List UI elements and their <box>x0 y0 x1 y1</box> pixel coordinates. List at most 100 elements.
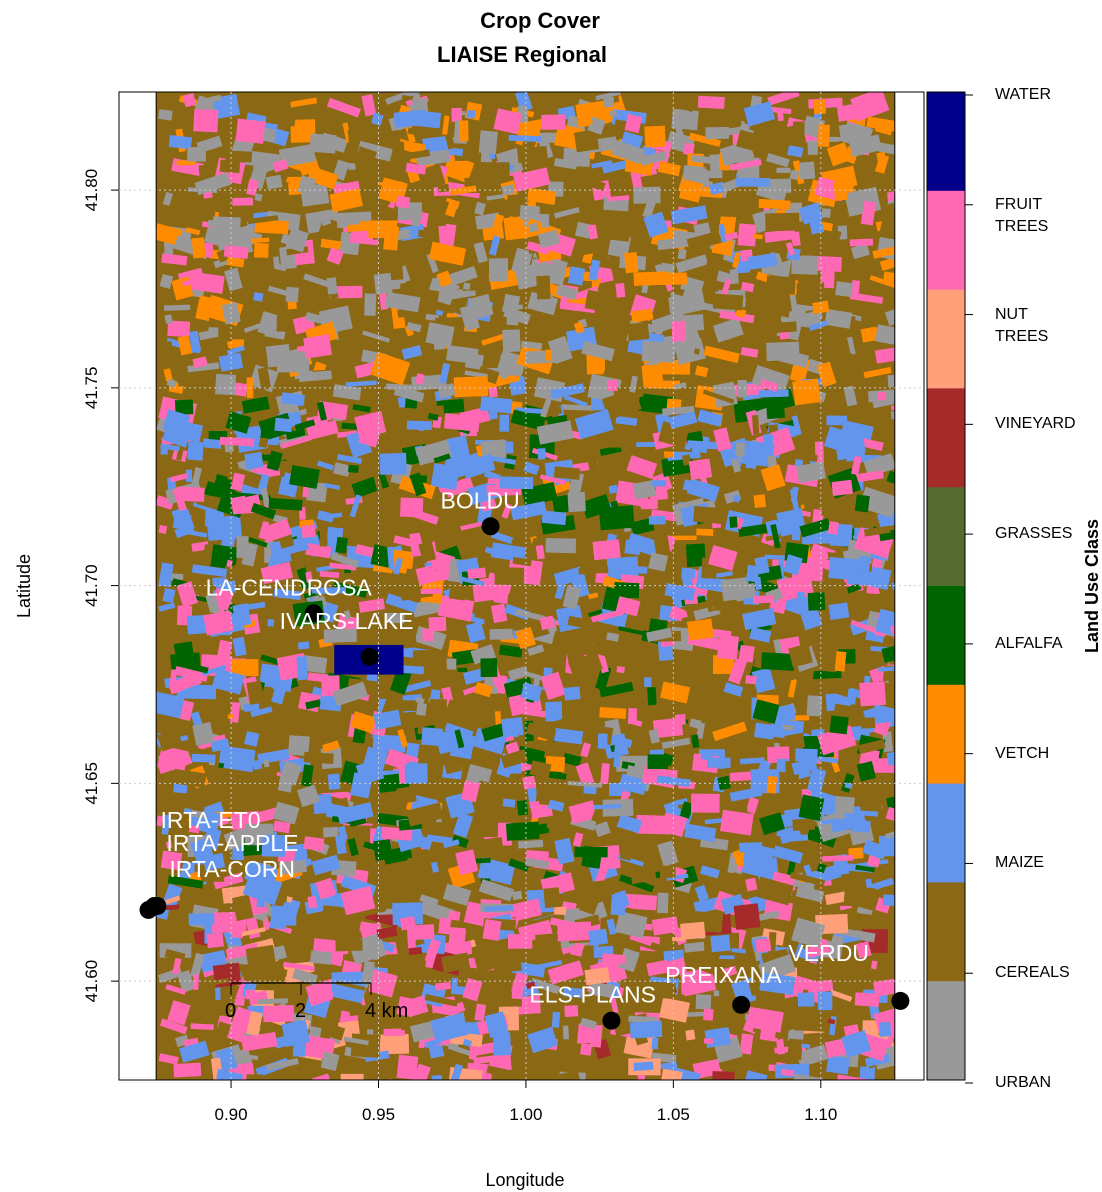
land-patch <box>687 619 714 641</box>
land-patch <box>718 208 731 217</box>
land-patch <box>536 276 550 300</box>
land-patch <box>241 268 259 279</box>
land-patch <box>267 619 273 626</box>
legend-swatch <box>927 487 965 586</box>
land-patch <box>843 886 875 909</box>
land-patch <box>855 992 880 1007</box>
land-patch <box>298 642 310 650</box>
land-patch <box>480 162 510 180</box>
legend-label: GRASSES <box>995 523 1083 545</box>
legend-label: URBAN <box>995 1072 1083 1094</box>
land-patch <box>615 283 625 298</box>
land-patch <box>739 645 755 663</box>
land-patch <box>430 699 447 708</box>
x-tick-label: 0.95 <box>362 1105 395 1124</box>
land-patch <box>512 891 522 901</box>
land-patch <box>861 717 875 728</box>
land-patch <box>304 752 334 764</box>
legend-swatch <box>927 981 965 1080</box>
land-patch <box>746 565 760 582</box>
land-patch <box>754 723 775 740</box>
land-patch <box>202 439 221 449</box>
land-patch <box>713 990 719 996</box>
land-patch <box>599 707 626 719</box>
land-patch <box>320 526 328 547</box>
land-patch <box>448 927 466 950</box>
legend-label: NUT TREES <box>995 304 1083 348</box>
land-patch <box>192 237 206 258</box>
land-patch <box>277 308 288 332</box>
land-patch <box>581 846 602 869</box>
land-patch <box>212 216 240 235</box>
land-patch <box>678 249 687 259</box>
land-patch <box>335 939 362 951</box>
land-patch <box>829 715 848 734</box>
land-patch <box>739 842 762 853</box>
land-patch <box>192 754 216 763</box>
legend-label: MAIZE <box>995 852 1083 874</box>
land-patch <box>187 147 206 162</box>
station-label: VERDU <box>788 940 869 966</box>
land-patch <box>839 123 856 141</box>
land-patch <box>520 205 540 219</box>
x-tick-label: 1.05 <box>657 1105 690 1124</box>
land-patch <box>642 364 664 387</box>
land-patch <box>479 130 498 154</box>
land-patch <box>818 124 830 147</box>
legend-label: FRUIT TREES <box>995 194 1083 238</box>
station-point <box>891 992 909 1010</box>
land-patch <box>373 839 393 861</box>
land-patch <box>568 266 585 285</box>
land-patch <box>822 208 831 218</box>
station-label: LA-CENDROSA <box>206 574 373 600</box>
subtitle: LIAISE Regional <box>437 42 607 67</box>
station-label: IRTA-CORN <box>169 856 295 882</box>
land-patch <box>792 379 821 406</box>
land-patch <box>416 703 427 716</box>
land-patch <box>236 119 266 144</box>
land-patch <box>737 380 746 398</box>
land-patch <box>254 243 269 258</box>
land-patch <box>648 754 669 769</box>
land-patch <box>348 465 359 473</box>
land-patch <box>449 585 466 600</box>
station-label: ELS-PLANS <box>529 982 656 1008</box>
land-patch <box>522 776 536 790</box>
land-patch <box>244 975 266 981</box>
station-label: IVARS-LAKE <box>280 608 414 634</box>
land-patch <box>755 938 771 953</box>
land-patch <box>704 1038 713 1044</box>
land-patch <box>568 492 586 512</box>
land-patch <box>296 656 308 680</box>
legend-swatch <box>927 92 965 191</box>
land-patch <box>753 595 774 604</box>
land-patch <box>400 497 423 517</box>
land-patch <box>269 498 303 511</box>
land-patch <box>694 348 700 354</box>
land-patch <box>883 894 903 906</box>
land-patch <box>564 686 581 700</box>
land-patch <box>459 120 469 141</box>
land-patch <box>696 994 712 1009</box>
land-patch <box>438 918 451 935</box>
land-patch <box>799 162 815 180</box>
y-axis-label: Latitude <box>14 554 34 618</box>
land-patch <box>580 1043 592 1056</box>
land-patch <box>225 150 252 162</box>
land-patch <box>894 255 922 279</box>
land-patch <box>652 480 666 486</box>
land-patch <box>554 906 566 915</box>
land-patch <box>191 1023 214 1030</box>
station-label: BOLDU <box>441 487 520 513</box>
land-patch <box>500 415 510 432</box>
land-patch <box>501 717 524 737</box>
land-patch <box>253 292 263 302</box>
land-patch <box>576 368 587 384</box>
land-patch <box>258 998 288 1004</box>
land-patch <box>407 421 432 430</box>
legend-swatch <box>927 191 965 290</box>
land-patch <box>691 794 720 813</box>
land-patch <box>609 110 617 116</box>
legend-label: WATER <box>995 84 1083 106</box>
land-patch <box>828 521 839 535</box>
